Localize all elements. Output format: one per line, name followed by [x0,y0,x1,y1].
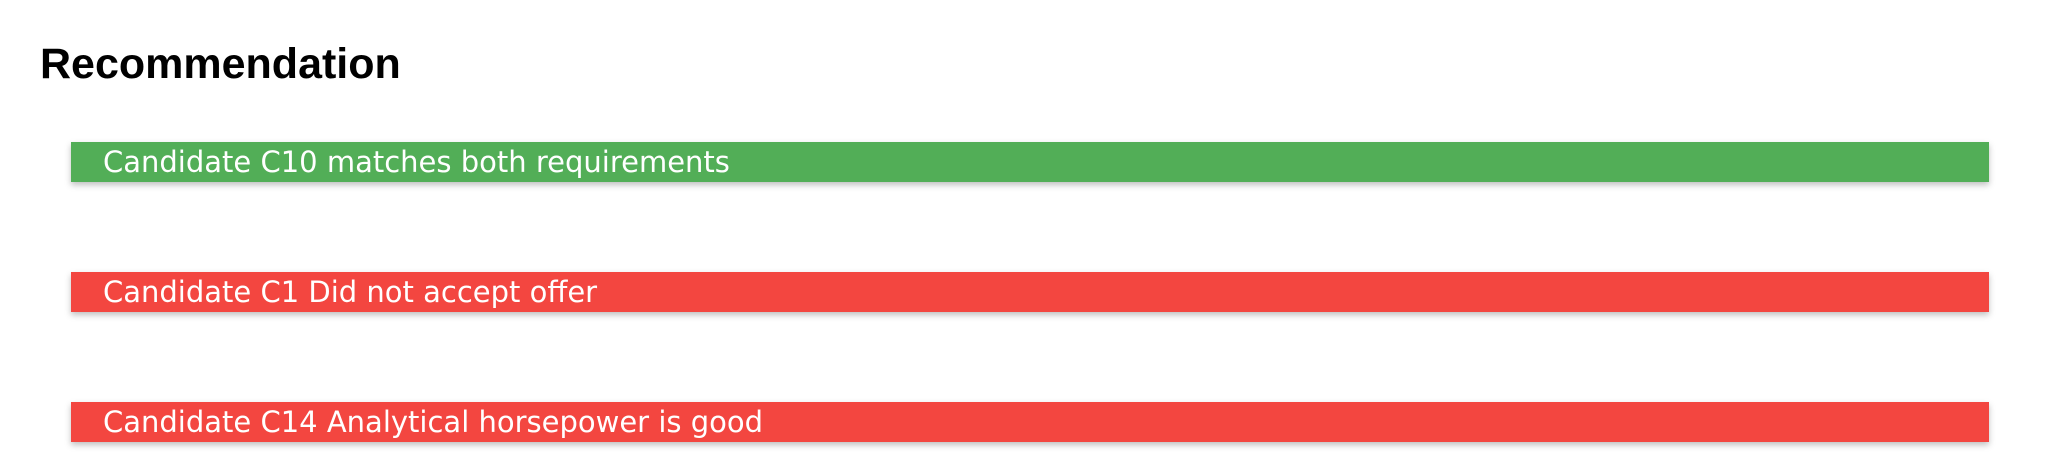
recommendation-banner-negative: Candidate C1 Did not accept offer [71,272,1989,312]
recommendation-banner-negative: Candidate C14 Analytical horsepower is g… [71,402,1989,442]
recommendation-banner-positive: Candidate C10 matches both requirements [71,142,1989,182]
page-title: Recommendation [40,40,401,88]
